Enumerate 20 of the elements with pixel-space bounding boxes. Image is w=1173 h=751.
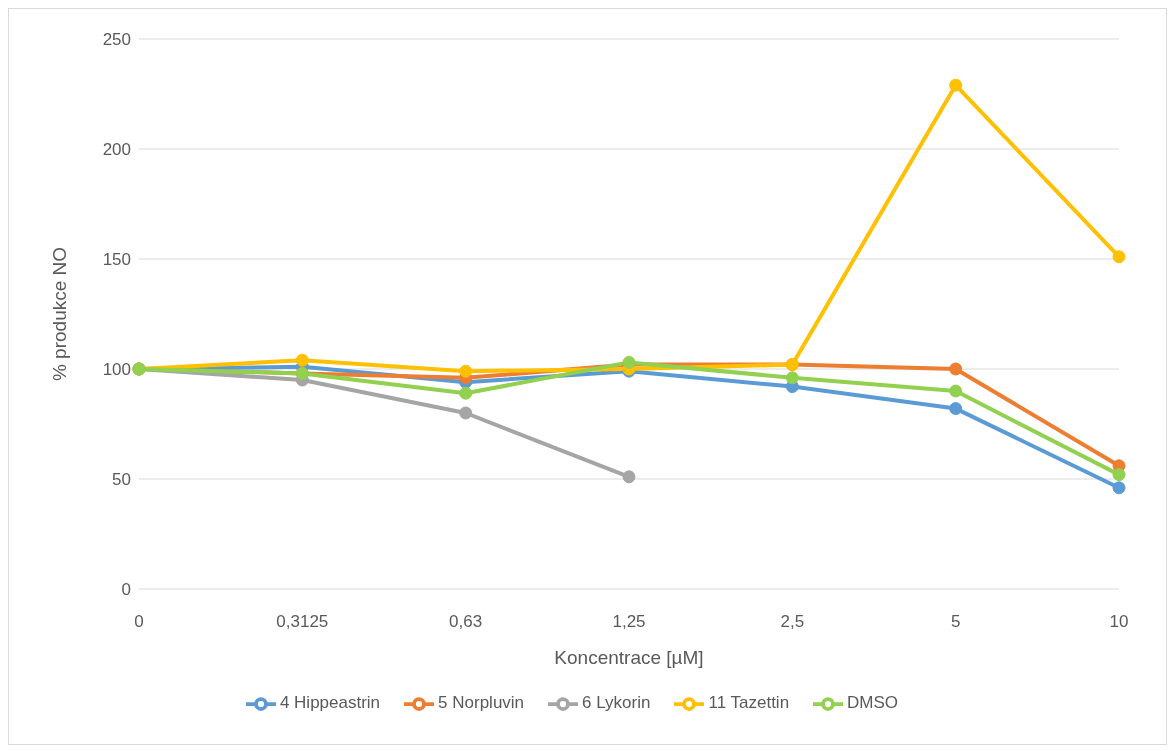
y-tick-label: 150 <box>102 250 131 270</box>
legend-label: DMSO <box>847 693 899 713</box>
x-axis-title: Koncentrace [µM] <box>554 647 704 669</box>
y-tick-label: 100 <box>102 360 131 380</box>
y-axis-title: % produkce NO <box>48 246 70 382</box>
y-tick-label: 50 <box>112 470 131 490</box>
y-tick-label: 250 <box>102 30 131 50</box>
x-tick-label: 10 <box>1109 612 1129 632</box>
x-tick-label: 1,25 <box>612 612 646 632</box>
legend-label: 5 Norpluvin <box>438 693 525 713</box>
x-tick-label: 0 <box>134 612 144 632</box>
x-tick-label: 2,5 <box>780 612 805 632</box>
x-tick-label: 0,63 <box>449 612 483 632</box>
x-tick-label: 5 <box>950 612 961 632</box>
legend-label: 6 Lykorin <box>582 693 651 713</box>
y-tick-label: 200 <box>102 140 131 160</box>
y-tick-label: 0 <box>121 580 131 600</box>
x-tick-label: 0,3125 <box>276 612 329 632</box>
legend-label: 4 Hippeastrin <box>279 693 381 713</box>
legend-label: 11 Tazettin <box>708 693 790 713</box>
